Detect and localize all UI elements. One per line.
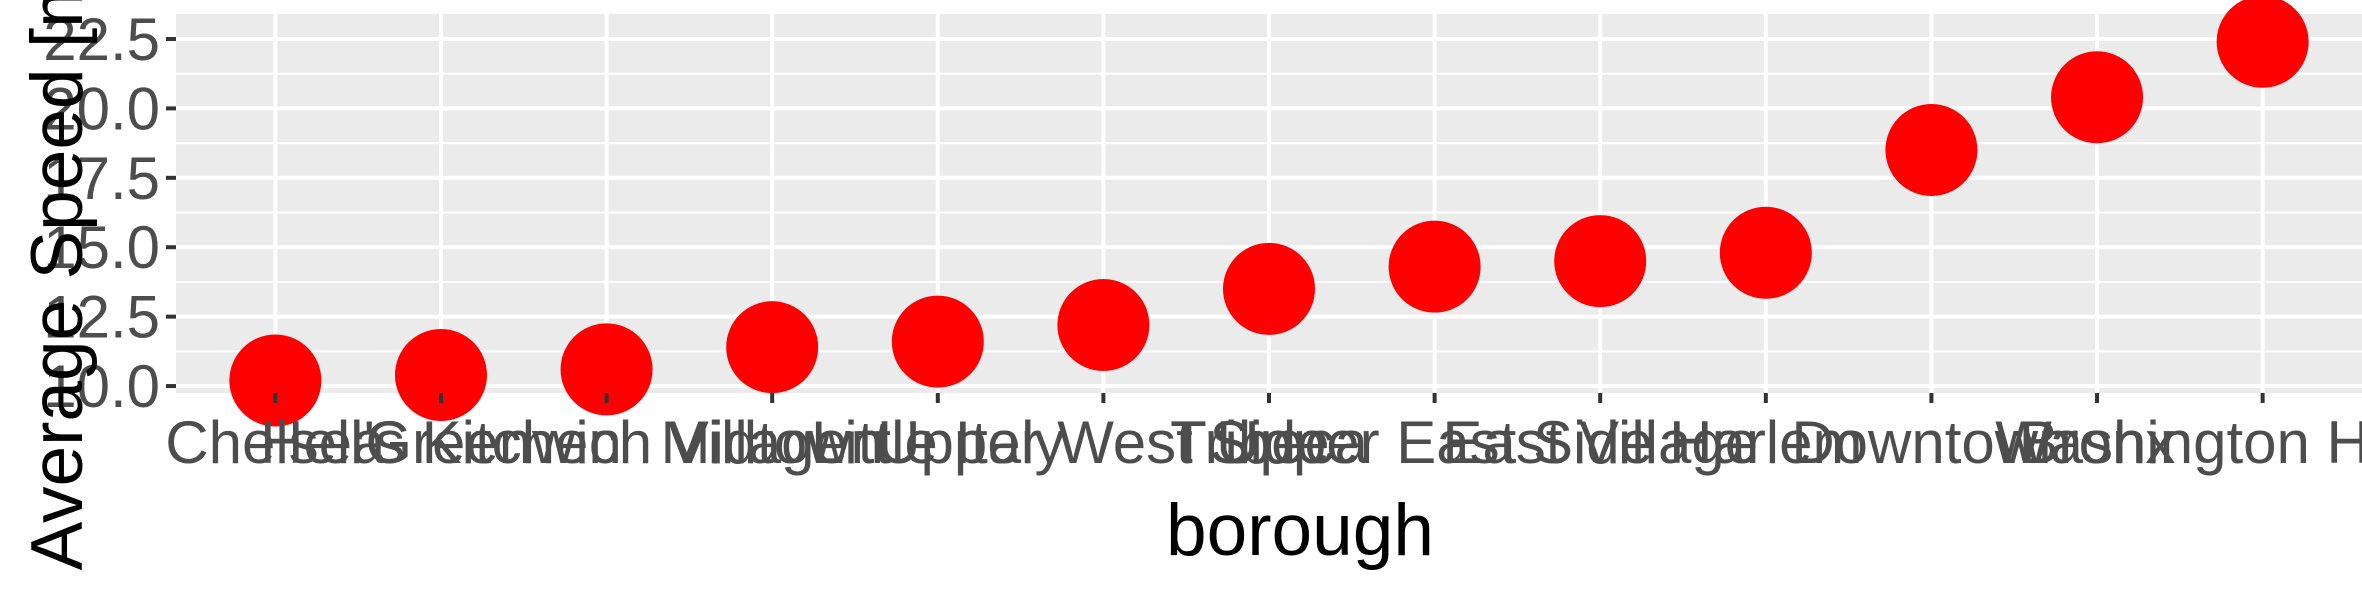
data-point <box>1885 104 1978 197</box>
data-points <box>229 0 2309 427</box>
data-point <box>2216 0 2309 88</box>
y-tick-label: 20.0 <box>43 75 160 142</box>
y-axis-title: Average Speed [mph] <box>17 0 98 570</box>
data-point <box>1223 242 1315 335</box>
data-point <box>229 334 322 427</box>
x-tick-label: Washington Heights <box>1995 409 2362 476</box>
x-tick-label: Greenwich Village <box>365 409 848 476</box>
data-point <box>560 323 653 416</box>
y-tick-label: 10.0 <box>43 353 160 420</box>
x-tick-label: Chelsea <box>165 409 386 476</box>
y-tick-label: 17.5 <box>43 145 160 212</box>
data-point <box>394 328 487 421</box>
data-point <box>1388 220 1481 313</box>
data-point <box>2051 51 2144 144</box>
major-gridlines <box>176 14 2362 393</box>
x-tick-label: Little Italy <box>811 409 1064 476</box>
data-point <box>1554 215 1647 308</box>
x-tick-label: Upper West Side <box>877 409 1329 476</box>
x-axis-title: borough <box>1166 490 1434 571</box>
x-tick-label: Tribeca <box>1170 409 1368 476</box>
x-tick-label: Upper East Side <box>1216 409 1653 476</box>
x-tick-label: Downtown <box>1791 409 2071 476</box>
data-point <box>1057 278 1150 371</box>
data-point <box>1719 206 1812 299</box>
y-tick-label: 22.5 <box>43 6 160 73</box>
y-tick-label: 15.0 <box>43 214 160 281</box>
x-tick-label: Harlem <box>1669 409 1862 476</box>
x-tick-label: Hell's Kitchen <box>260 409 622 476</box>
y-axis-ticks: 10.012.515.017.520.022.5 <box>43 6 176 420</box>
data-point <box>891 295 984 388</box>
y-tick-label: 12.5 <box>43 284 160 351</box>
x-tick-label: Bronx <box>2019 409 2176 476</box>
x-tick-label: Midtown <box>660 409 883 476</box>
x-tick-label: East Village <box>1442 409 1758 476</box>
data-point <box>726 301 819 394</box>
